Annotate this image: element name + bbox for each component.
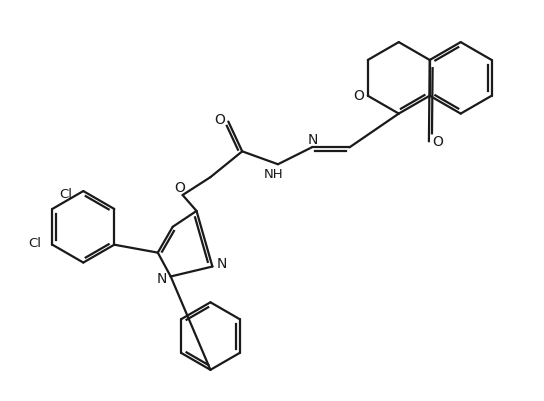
Text: O: O [214,112,225,126]
Text: Cl: Cl [28,237,41,249]
Text: O: O [354,89,364,103]
Text: N: N [157,272,167,286]
Text: N: N [307,133,318,147]
Text: O: O [432,135,443,149]
Text: O: O [174,180,185,194]
Text: NH: NH [264,167,284,180]
Text: Cl: Cl [59,187,72,200]
Text: N: N [216,256,226,270]
